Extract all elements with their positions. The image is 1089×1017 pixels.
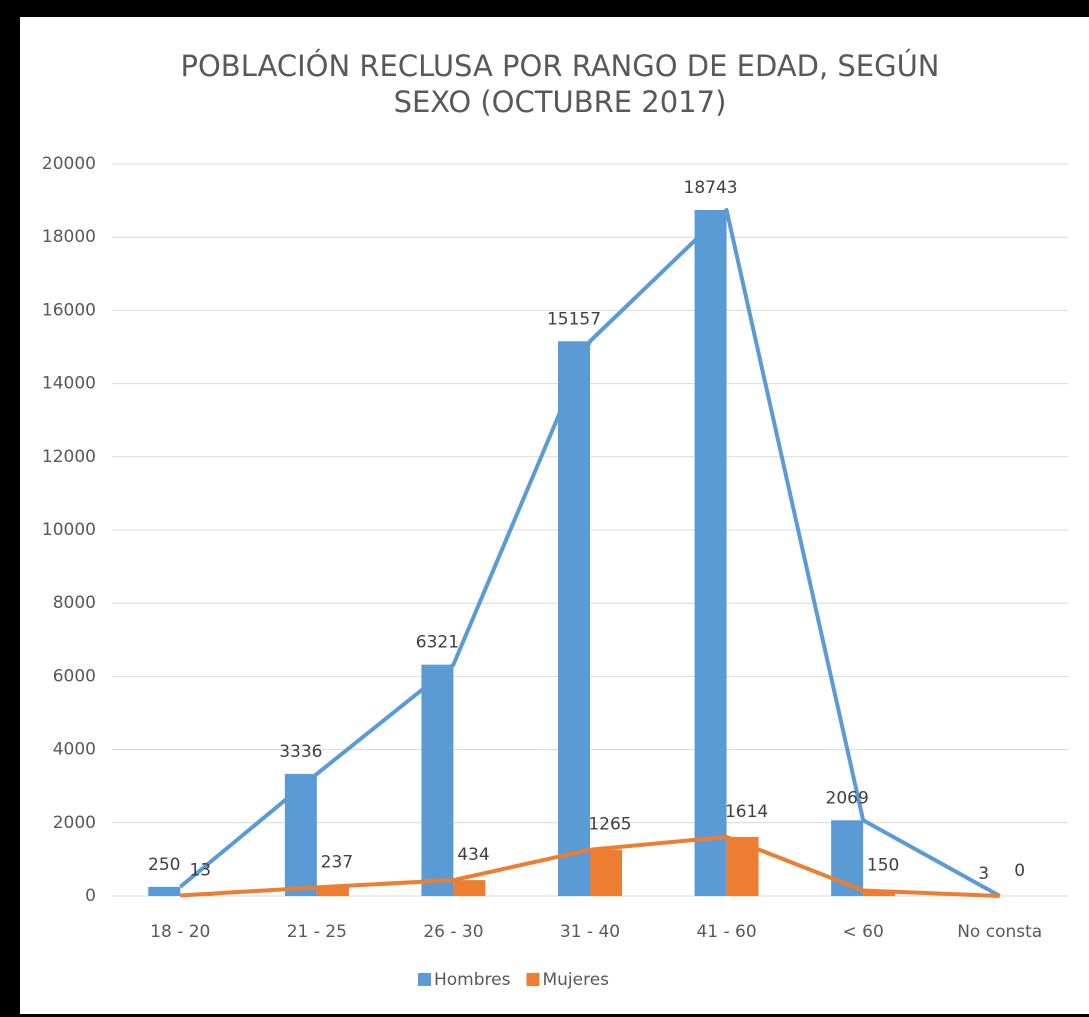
y-tick-label: 4000 [53,740,96,760]
legend-label: Mujeres [542,970,609,990]
data-label: 250 [148,855,180,875]
y-tick-label: 0 [85,886,96,906]
bar [284,773,317,896]
legend-swatch [418,973,431,986]
bar [694,210,727,896]
line [179,208,1001,898]
y-tick-label: 18000 [42,227,96,247]
line [180,834,1000,898]
x-tick-label: No consta [957,922,1042,942]
bar [453,880,486,896]
y-tick-label: 20000 [42,154,96,174]
data-label: 15157 [547,309,601,329]
y-tick-label: 6000 [53,666,96,686]
bar [863,890,896,896]
data-label: 1614 [725,802,768,822]
data-label: 1265 [588,815,631,835]
data-label: 3 [978,864,989,884]
bar [421,664,454,896]
bar [558,341,590,897]
bar [316,887,349,896]
y-tick-label: 2000 [53,813,96,833]
data-label: 0 [1014,861,1025,881]
data-label: 18743 [684,178,738,198]
bar [590,849,622,896]
y-tick-label: 12000 [42,447,96,467]
x-tick-label: 41 - 60 [696,922,756,942]
chart-title: POBLACIÓN RECLUSA POR RANGO DE EDAD, SEG… [180,49,940,119]
x-tick-label: 26 - 30 [423,922,483,942]
data-label: 150 [867,856,899,876]
y-tick-label: 10000 [42,520,96,540]
x-tick-label: 31 - 40 [560,922,620,942]
legend-label: Hombres [434,970,511,990]
data-label: 3336 [279,742,322,762]
data-label: 2069 [826,788,869,808]
legend-swatch [526,973,540,986]
y-tick-label: 8000 [53,593,96,613]
x-tick-label: 21 - 25 [287,922,347,942]
data-label: 237 [321,852,353,872]
y-tick-label: 14000 [42,374,96,394]
data-label: 13 [189,861,211,881]
x-tick-label: < 60 [843,922,884,942]
data-label: 434 [457,845,489,865]
data-label: 6321 [416,633,459,653]
x-tick-label: 18 - 20 [150,922,210,942]
y-tick-label: 16000 [42,300,96,320]
bar [148,886,181,896]
